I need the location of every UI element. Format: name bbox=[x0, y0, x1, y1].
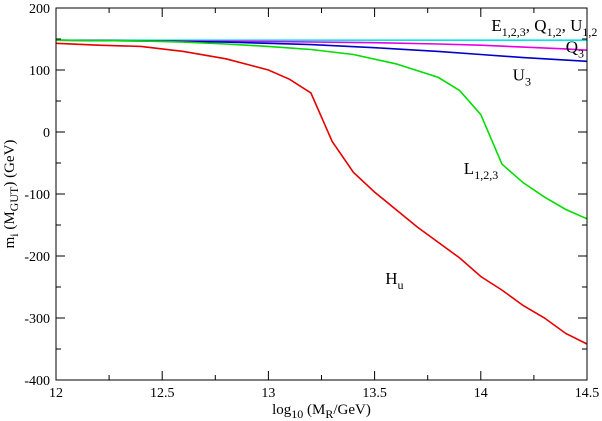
annotation-e: E1,2,3, Q1,2, U1,2 bbox=[491, 16, 597, 39]
series-line-5 bbox=[55, 42, 588, 345]
x-tick-label: 13.5 bbox=[362, 386, 387, 401]
y-tick-label: 200 bbox=[29, 2, 50, 17]
annotation-u3: U3 bbox=[513, 66, 531, 89]
y-axis-title: mi (MGUT) (GeV) bbox=[2, 140, 21, 249]
annotation-q3: Q3 bbox=[566, 38, 584, 61]
ticks-layer: 12 12.5 13 13.5 14 14.5 -400 -300 -200 -100 0 100 20… bbox=[24, 2, 599, 401]
y-tick-label: 0 bbox=[43, 126, 50, 141]
series-line-4 bbox=[55, 39, 588, 220]
annotation-l: L1,2,3 bbox=[464, 159, 498, 182]
annotation-hu: Hu bbox=[385, 269, 403, 292]
x-tick-label: 12.5 bbox=[150, 386, 175, 401]
x-tick-label: 12 bbox=[49, 386, 63, 401]
plot-frame bbox=[55, 7, 588, 381]
y-tick-label: -100 bbox=[24, 188, 50, 203]
y-tick-label: -300 bbox=[24, 312, 50, 327]
annotations-layer: E1,2,3, Q1,2, U1,2Q3 U3 L1,2,3 Hu bbox=[385, 16, 597, 292]
y-tick-label: -200 bbox=[24, 250, 50, 265]
x-axis-title: log10 (MR/GeV) bbox=[272, 402, 371, 421]
x-tick-label: 14 bbox=[474, 386, 488, 401]
series-line-3 bbox=[55, 39, 588, 63]
x-tick-label: 13 bbox=[261, 386, 275, 401]
x-tick-label: 14.5 bbox=[575, 386, 600, 401]
y-tick-label: 100 bbox=[29, 64, 50, 79]
y-tick-label: -400 bbox=[24, 374, 50, 389]
series-layer bbox=[55, 39, 588, 345]
